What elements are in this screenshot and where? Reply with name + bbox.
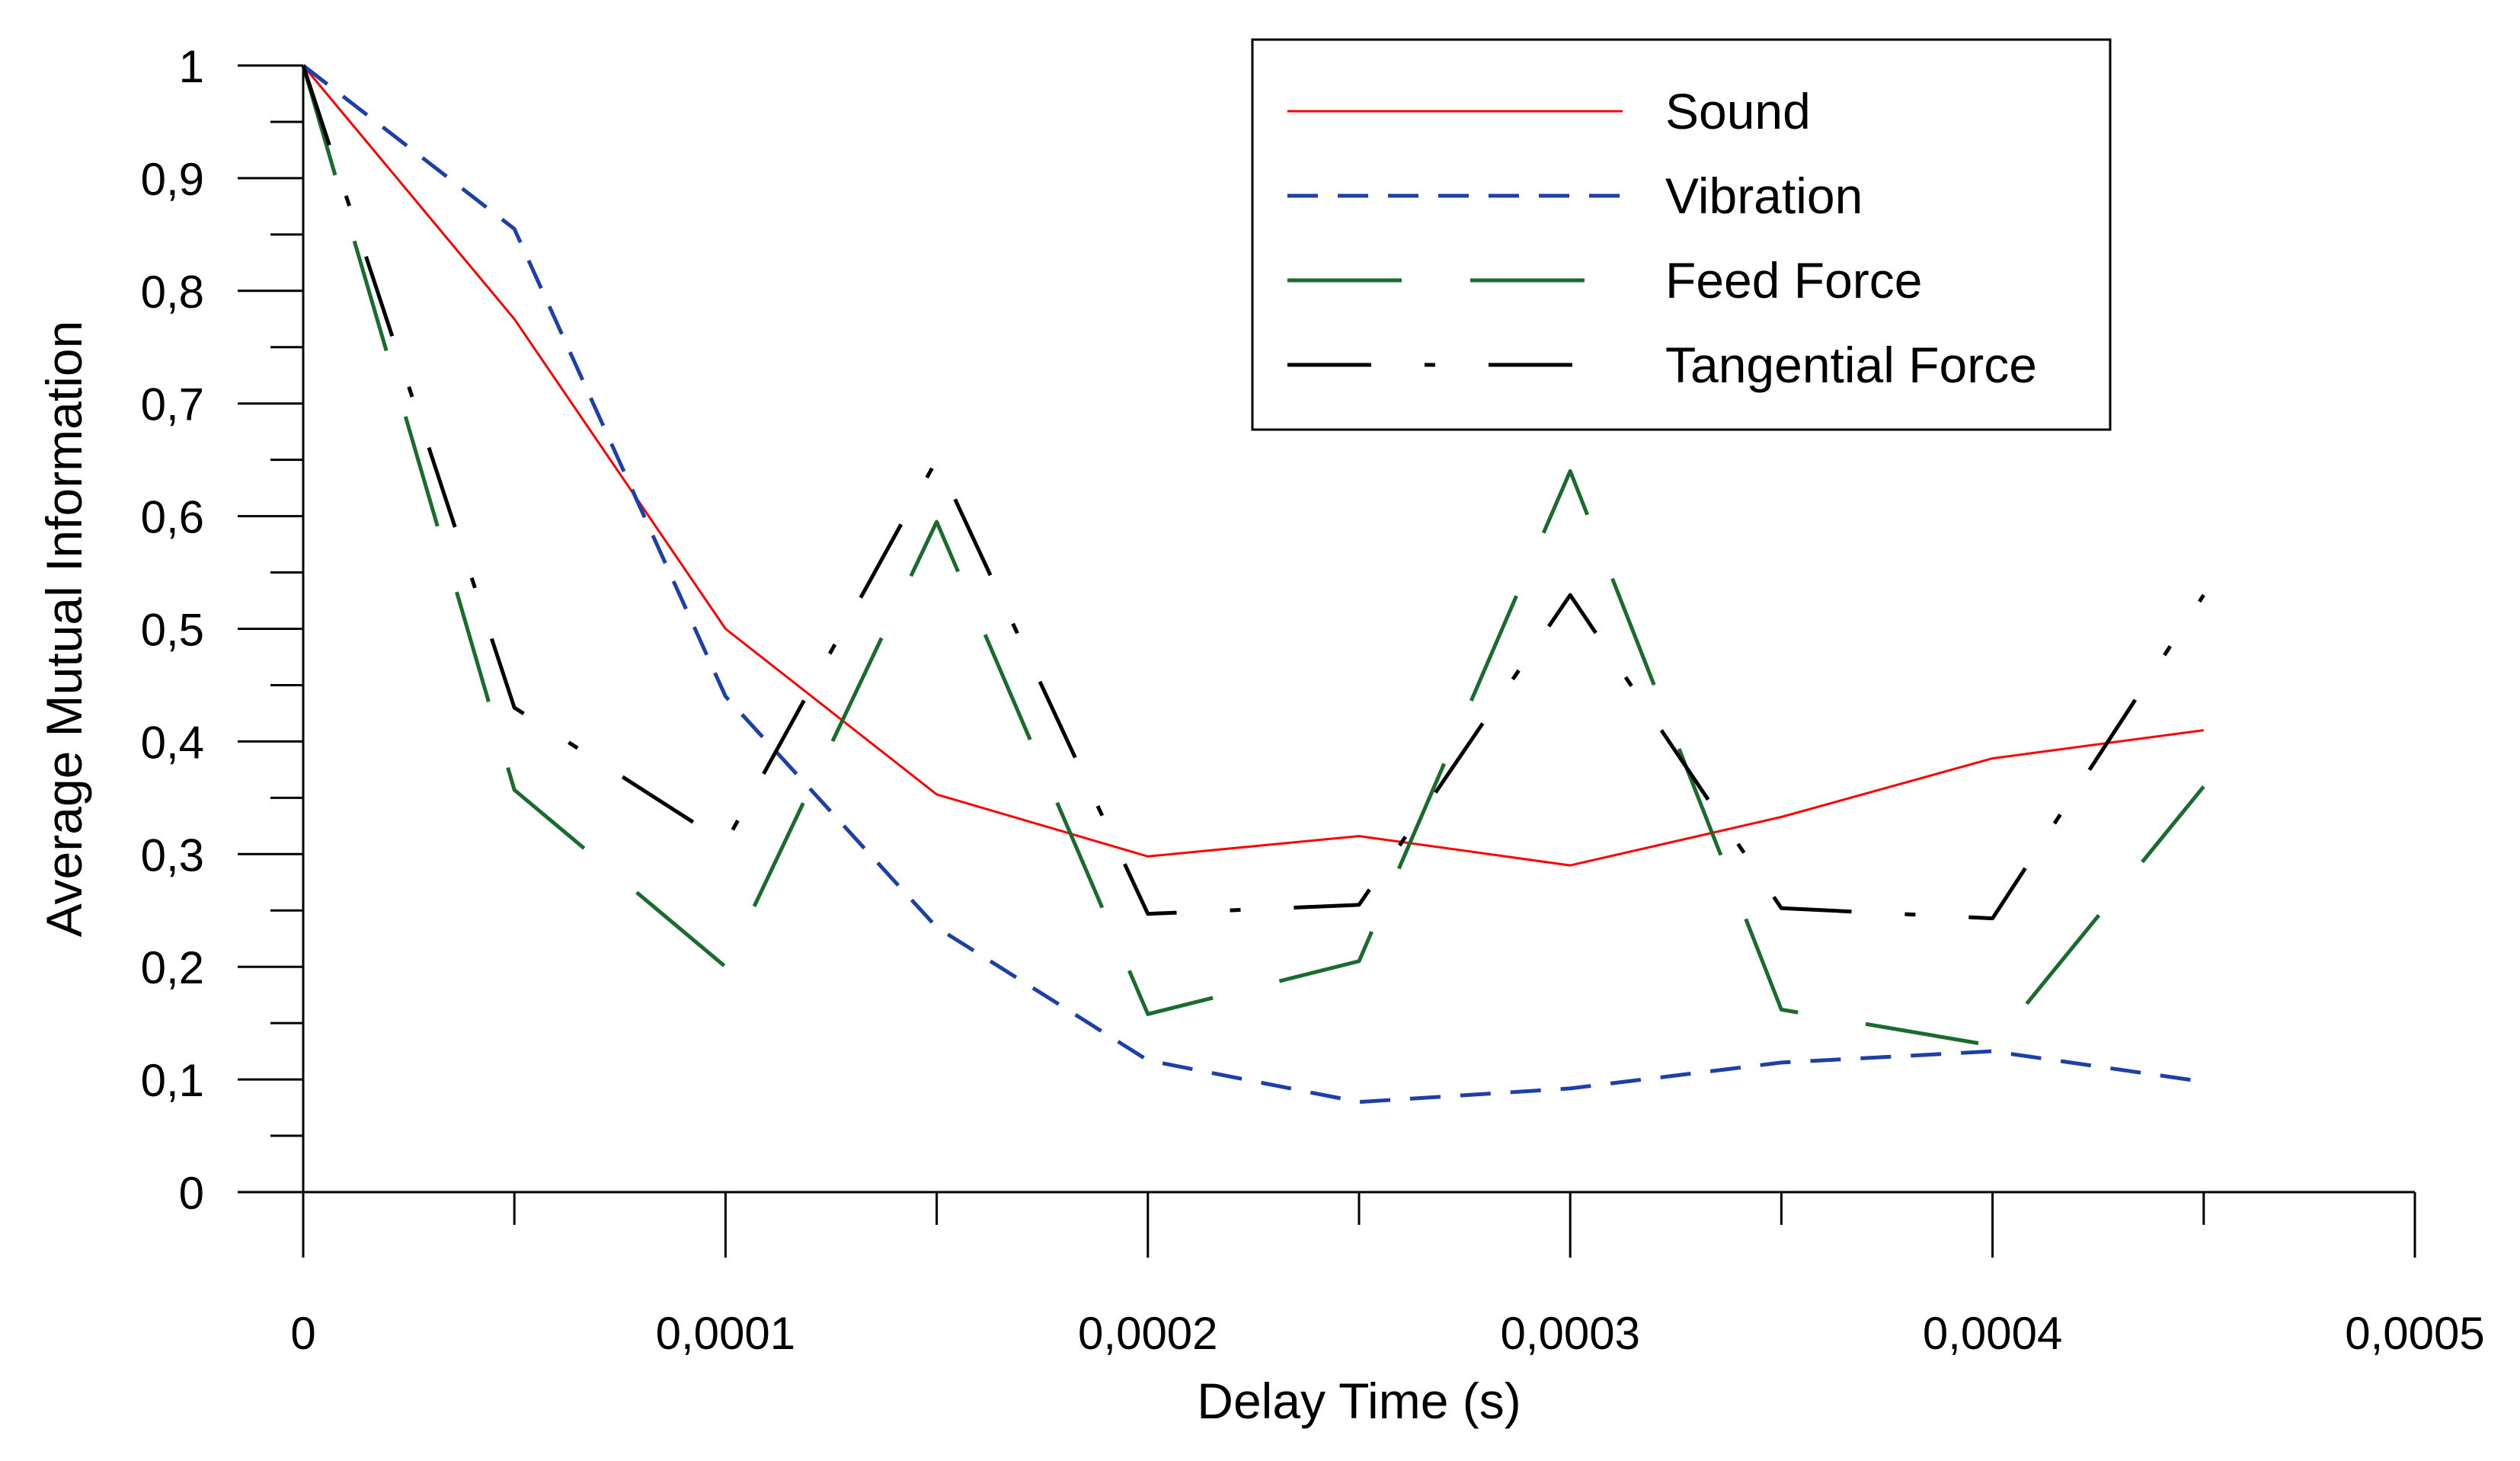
y-tick-label: 0,1 bbox=[141, 1055, 204, 1106]
legend: Sound Vibration Feed Force Tangential Force bbox=[1251, 38, 2112, 431]
y-tick-label: 0,6 bbox=[141, 492, 204, 543]
axes bbox=[238, 64, 2416, 1258]
legend-label: Feed Force bbox=[1665, 252, 1922, 309]
y-tick-label: 0,7 bbox=[141, 379, 204, 430]
series-line-sound bbox=[302, 65, 2204, 867]
y-tick-label: 0,4 bbox=[141, 717, 204, 768]
x-tick-label: 0,0002 bbox=[1078, 1308, 1218, 1359]
legend-label: Tangential Force bbox=[1665, 337, 2037, 393]
y-tick-label: 0,8 bbox=[141, 267, 204, 318]
axis-labels: 0 0,1 0,2 0,3 0,4 0,5 0,6 0,7 0,8 0,9 1 0 0,0001 0,00… bbox=[36, 41, 2485, 1429]
x-axis-title: Delay Time (s) bbox=[1197, 1373, 1521, 1429]
plot-area bbox=[301, 64, 2205, 1105]
series-line-feed-force bbox=[301, 65, 2205, 1048]
y-tick-label: 1 bbox=[179, 41, 204, 92]
x-tick-label: 0,0005 bbox=[2345, 1308, 2485, 1359]
y-tick-label: 0,2 bbox=[141, 942, 204, 993]
x-tick-label: 0,0004 bbox=[1923, 1308, 2063, 1359]
x-tick-label: 0 bbox=[290, 1308, 315, 1359]
x-tick-label: 0,0001 bbox=[656, 1308, 796, 1359]
y-tick-label: 0 bbox=[179, 1168, 204, 1219]
y-axis-title: Average Mutual Information bbox=[36, 321, 92, 938]
x-tick-label: 0,0003 bbox=[1500, 1308, 1640, 1359]
series-line-vibration bbox=[302, 64, 2205, 1105]
legend-box bbox=[1251, 38, 2112, 431]
legend-label: Vibration bbox=[1665, 168, 1863, 224]
y-tick-label: 0,9 bbox=[141, 154, 204, 205]
y-tick-label: 0,5 bbox=[141, 605, 204, 656]
y-tick-label: 0,3 bbox=[141, 830, 204, 881]
legend-label: Sound bbox=[1665, 83, 1811, 139]
